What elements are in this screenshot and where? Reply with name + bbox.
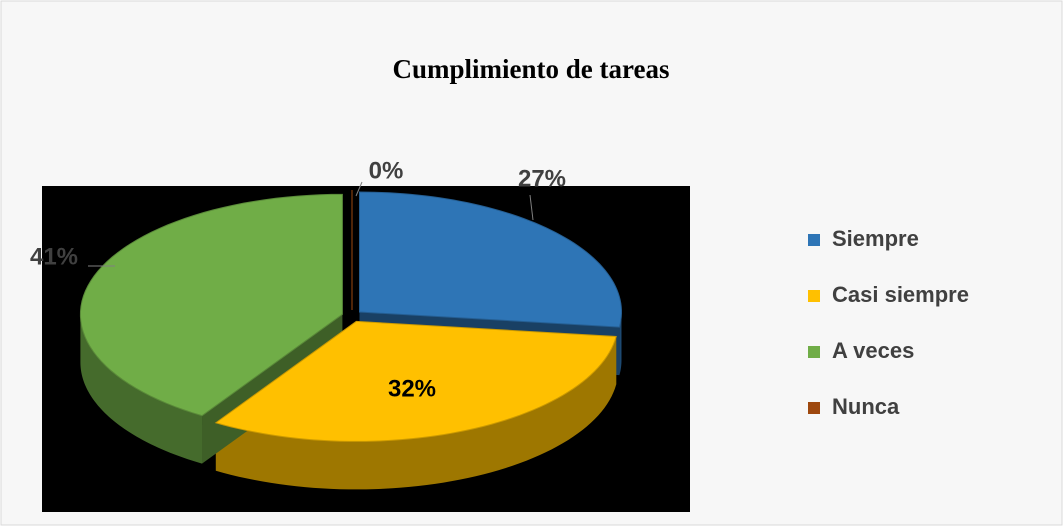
pie-wall xyxy=(215,336,617,490)
data-label: 0% xyxy=(369,157,404,184)
legend-label: A veces xyxy=(832,338,914,363)
legend: Siempre Casi siempre A veces Nunca xyxy=(808,226,969,419)
chart-title: Cumplimiento de tareas xyxy=(393,54,670,84)
pie-slice xyxy=(79,193,343,417)
legend-label: Siempre xyxy=(832,226,919,251)
data-label: 27% xyxy=(518,165,566,192)
data-label: 32% xyxy=(388,375,436,402)
pie-slice xyxy=(214,320,617,442)
data-label: 41% xyxy=(30,243,78,270)
leader-line xyxy=(355,181,363,197)
legend-swatch xyxy=(808,402,820,414)
pie-wall xyxy=(619,312,622,376)
legend-label: Casi siempre xyxy=(832,282,969,307)
legend-swatch xyxy=(808,346,820,358)
legend-swatch xyxy=(808,234,820,246)
legend-label: Nunca xyxy=(832,394,900,419)
leader-line xyxy=(529,194,534,221)
legend-swatch xyxy=(808,290,820,302)
pie-wall xyxy=(80,314,203,464)
data-labels: 27% 32% 41% 0% xyxy=(30,157,566,402)
pie-slice xyxy=(359,191,622,328)
pie-tops xyxy=(79,190,622,442)
